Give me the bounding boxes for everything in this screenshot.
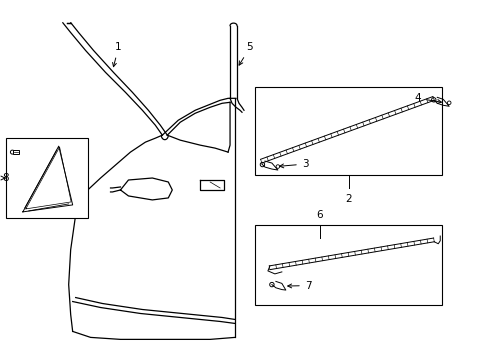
Text: 4: 4: [414, 93, 441, 103]
Bar: [254, 225, 441, 305]
Text: 8: 8: [2, 173, 9, 183]
Bar: [6, 138, 87, 218]
Text: 3: 3: [279, 159, 308, 169]
Text: 7: 7: [287, 280, 311, 291]
Text: 1: 1: [112, 42, 122, 67]
Text: 6: 6: [316, 210, 323, 220]
Text: 5: 5: [239, 42, 253, 65]
Text: 2: 2: [345, 194, 351, 204]
Bar: [254, 87, 441, 175]
Bar: [13, 150, 19, 154]
